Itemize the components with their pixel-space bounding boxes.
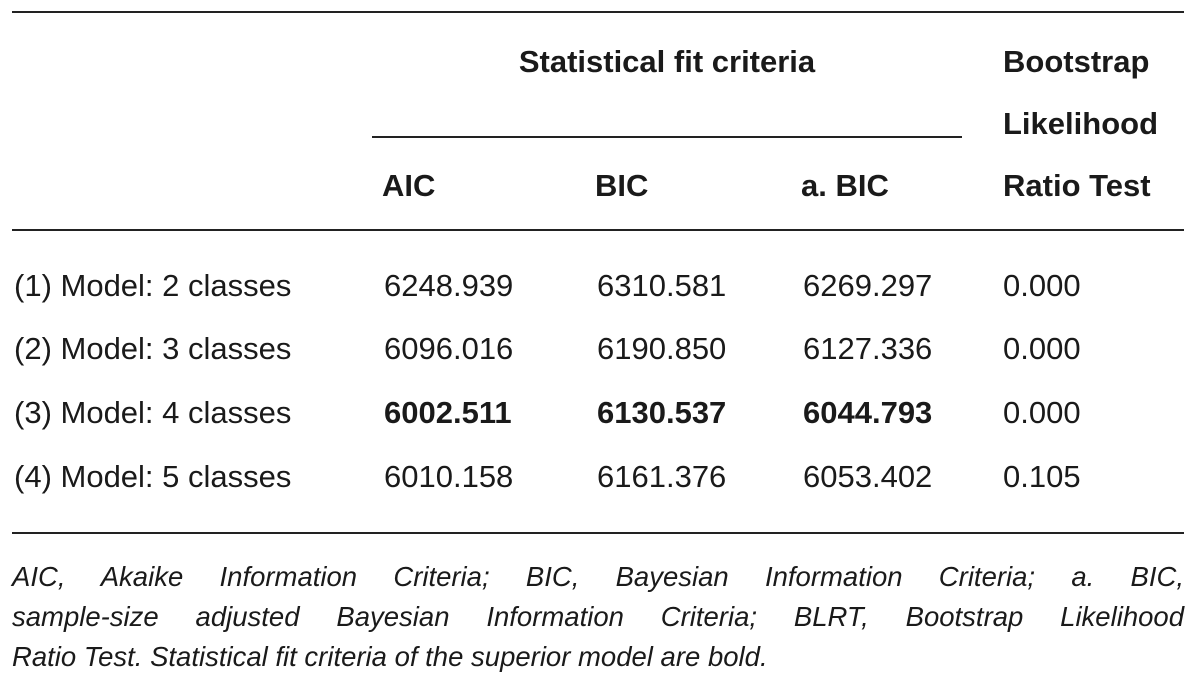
header-rule <box>12 229 1184 231</box>
column-header: BIC <box>595 168 649 203</box>
cell: 6053.402 <box>803 459 933 494</box>
cell: 6096.016 <box>384 331 514 366</box>
row-label: (4) Model: 5 classes <box>14 459 292 494</box>
cell: 6127.336 <box>803 331 933 366</box>
cell: 6130.537 <box>597 395 727 430</box>
top-rule <box>12 11 1184 13</box>
row-label: (3) Model: 4 classes <box>14 395 292 430</box>
cell: 0.000 <box>1003 268 1081 303</box>
blrt-header: Likelihood <box>1003 106 1158 141</box>
cell: 0.000 <box>1003 331 1081 366</box>
cell: 6269.297 <box>803 268 933 303</box>
row-label: (1) Model: 2 classes <box>14 268 292 303</box>
blrt-header: Bootstrap <box>1003 44 1150 79</box>
group-header: Statistical fit criteria <box>518 44 816 79</box>
column-header: AIC <box>382 168 436 203</box>
footnote: AIC, Akaike Information Criteria; BIC, B… <box>12 561 1184 592</box>
cell: 0.105 <box>1003 459 1081 494</box>
bottom-rule <box>12 532 1184 534</box>
cell: 0.000 <box>1003 395 1081 430</box>
footnote: sample-size adjusted Bayesian Informatio… <box>12 601 1184 632</box>
footnote: Ratio Test. Statistical fit criteria of … <box>12 641 768 672</box>
group-rule <box>372 136 962 138</box>
cell: 6161.376 <box>597 459 727 494</box>
cell: 6248.939 <box>384 268 514 303</box>
blrt-header: Ratio Test <box>1003 168 1151 203</box>
cell: 6010.158 <box>384 459 514 494</box>
cell: 6044.793 <box>803 395 933 430</box>
row-label: (2) Model: 3 classes <box>14 331 292 366</box>
cell: 6310.581 <box>597 268 727 303</box>
cell: 6190.850 <box>597 331 727 366</box>
cell: 6002.511 <box>384 395 512 430</box>
column-header: a. BIC <box>801 168 889 203</box>
